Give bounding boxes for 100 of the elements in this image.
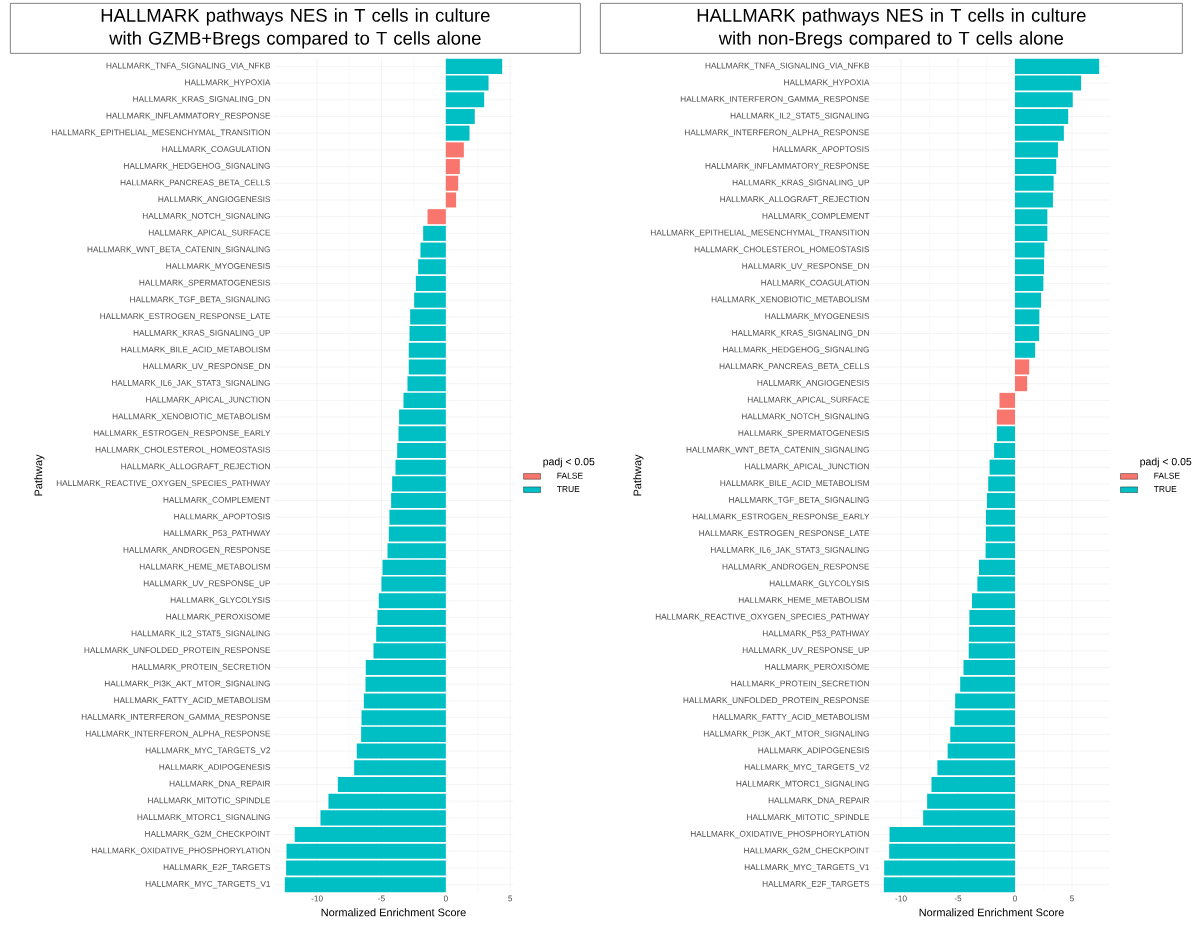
x-tick-label: 0 [443,895,448,902]
bar [1014,359,1030,375]
y-tick-label: HALLMARK_XENOBIOTIC_METABOLISM [112,413,270,421]
bar [985,543,1015,559]
y-tick-label: HALLMARK_MYOGENESIS [765,313,870,321]
y-tick-label: HALLMARK_P53_PATHWAY [163,530,271,538]
x-tick-label: 0 [1013,895,1017,902]
y-tick-label: HALLMARK_FATTY_ACID_METABOLISM [114,697,270,705]
x-tick-label: -5 [378,895,385,902]
bar [1014,326,1040,342]
bar [365,660,446,676]
y-tick-label: HALLMARK_ANGIOGENESIS [158,196,271,204]
bar [1014,376,1028,392]
y-tick-label: HALLMARK_HEME_METABOLISM [139,563,270,572]
y-tick-label: HALLMARK_OXIDATIVE_PHOSPHORYLATION [91,847,270,855]
bar [954,710,1015,726]
y-tick-label: HALLMARK_MITOTIC_SPINDLE [148,797,271,805]
y-tick-label: HALLMARK_INFLAMMATORY_RESPONSE [705,162,870,171]
y-tick-label: HALLMARK_UV_RESPONSE_DN [143,363,270,371]
y-tick-label: HALLMARK_HYPOXIA [185,79,271,87]
y-tick-label: HALLMARK_KRAS_SIGNALING_DN [732,329,869,338]
y-tick-label: HALLMARK_PROTEIN_SECRETION [731,680,869,688]
y-tick-label: HALLMARK_APICAL_JUNCTION [745,463,869,471]
y-tick-label: HALLMARK_IL6_JAK_STAT3_SIGNALING [710,546,869,555]
bar [996,409,1015,425]
y-tick-label: HALLMARK_BILE_ACID_METABOLISM [720,480,869,488]
y-tick-label: HALLMARK_HYPOXIA [784,79,870,87]
bar [445,159,460,175]
y-tick-label: HALLMARK_UNFOLDED_PROTEIN_RESPONSE [683,697,870,705]
y-tick-label: HALLMARK_ALLOGRAFT_REJECTION [121,463,270,471]
y-tick-label: HALLMARK_PI3K_AKT_MTOR_SIGNALING [703,730,869,739]
y-tick-label: HALLMARK_HEDGEHOG_SIGNALING [124,162,270,171]
bar [415,275,446,291]
legend-label: TRUE [556,486,580,492]
bar [1014,159,1057,175]
y-tick-label: HALLMARK_ESTROGEN_RESPONSE_LATE [699,530,870,538]
y-tick-label: HALLMARK_TGF_BETA_SIGNALING [130,296,270,304]
bar [994,442,1015,458]
bar [969,609,1015,625]
legend-title: padj < 0.05 [1140,457,1192,468]
y-tick-label: HALLMARK_APOPTOSIS [773,146,870,154]
y-tick-label: HALLMARK_APICAL_SURFACE [148,229,271,238]
y-tick-label: HALLMARK_G2M_CHECKPOINT [744,847,870,855]
y-tick-label: HALLMARK_GLYCOLYSIS [769,580,870,588]
y-tick-label: HALLMARK_REACTIVE_OXYGEN_SPECIES_PATHWAY [655,613,870,622]
y-tick-label: HALLMARK_IL2_STAT5_SIGNALING [730,112,869,121]
y-tick-label: HALLMARK_ANDROGEN_RESPONSE [123,546,271,555]
y-tick-label: HALLMARK_DNA_REPAIR [169,780,271,789]
y-tick-label: HALLMARK_SPERMATOGENESIS [139,279,271,288]
bar [445,108,475,124]
y-tick-label: HALLMARK_COMPLEMENT [163,496,271,505]
y-tick-label: HALLMARK_COAGULATION [162,146,270,154]
y-tick-label: HALLMARK_INTERFERON_ALPHA_RESPONSE [684,129,870,137]
y-axis-title: Pathway [34,454,45,496]
y-tick-label: HALLMARK_TNFA_SIGNALING_VIA_NFKB [106,62,271,71]
bar [284,877,446,893]
y-tick-label: HALLMARK_EPITHELIAL_MESENCHYMAL_TRANSITION [51,129,270,137]
y-tick-label: HALLMARK_ANDROGEN_RESPONSE [722,563,870,572]
chart-title: HALLMARK pathways NES in T cells in culture with GZMB+Bregs compared to T cells alone [101,8,490,49]
y-tick-label: HALLMARK_ALLOGRAFT_REJECTION [720,196,869,204]
y-tick-label: HALLMARK_MYC_TARGETS_V2 [145,747,271,755]
y-tick-label: HALLMARK_FATTY_ACID_METABOLISM [713,713,869,722]
y-tick-label: HALLMARK_KRAS_SIGNALING_DN [133,96,270,104]
y-tick-label: HALLMARK_IL6_JAK_STAT3_SIGNALING [111,379,270,388]
bar [1014,58,1100,74]
y-tick-label: HALLMARK_MTORC1_SIGNALING [137,814,270,822]
y-tick-label: HALLMARK_REACTIVE_OXYGEN_SPECIES_PATHWAY [56,480,271,488]
x-tick-label: -5 [954,895,962,902]
bar [427,209,446,225]
y-tick-label: HALLMARK_NOTCH_SIGNALING [741,413,869,421]
bar [294,827,446,843]
y-tick-label: HALLMARK_COMPLEMENT [762,212,870,221]
y-tick-label: HALLMARK_BILE_ACID_METABOLISM [121,346,270,354]
y-tick-label: HALLMARK_NOTCH_SIGNALING [142,212,270,221]
bar [361,726,446,742]
bar [889,827,1015,843]
y-tick-label: HALLMARK_DNA_REPAIR [768,797,870,805]
y-tick-label: HALLMARK_ADIPOGENESIS [159,764,271,772]
bar [407,376,446,392]
x-tick-label: -10 [895,895,907,902]
y-tick-label: HALLMARK_P53_PATHWAY [762,630,870,638]
y-tick-label: HALLMARK_ESTROGEN_RESPONSE_LATE [100,313,271,321]
y-tick-label: HALLMARK_ADIPOGENESIS [758,747,870,755]
y-tick-label: HALLMARK_OXIDATIVE_PHOSPHORYLATION [690,830,869,839]
y-tick-label: HALLMARK_ANGIOGENESIS [757,379,870,388]
bar [361,710,446,726]
bar [391,493,446,509]
bar [950,726,1015,742]
y-tick-label: HALLMARK_INTERFERON_ALPHA_RESPONSE [85,730,271,739]
legend-label: FALSE [1154,472,1180,479]
y-tick-label: HALLMARK_SPERMATOGENESIS [738,430,870,438]
y-tick-label: HALLMARK_CHOLESTEROL_HOMEOSTASIS [694,246,870,254]
y-tick-label: HALLMARK_APICAL_JUNCTION [146,396,270,405]
bar [337,776,446,792]
bar [377,609,446,625]
y-tick-label: HALLMARK_TGF_BETA_SIGNALING [729,496,869,505]
y-tick-label: HALLMARK_G2M_CHECKPOINT [145,830,271,839]
y-tick-label: HALLMARK_UNFOLDED_PROTEIN_RESPONSE [84,647,271,655]
y-tick-label: HALLMARK_MITOTIC_SPINDLE [747,814,870,822]
y-tick-label: HALLMARK_HEDGEHOG_SIGNALING [723,346,869,354]
